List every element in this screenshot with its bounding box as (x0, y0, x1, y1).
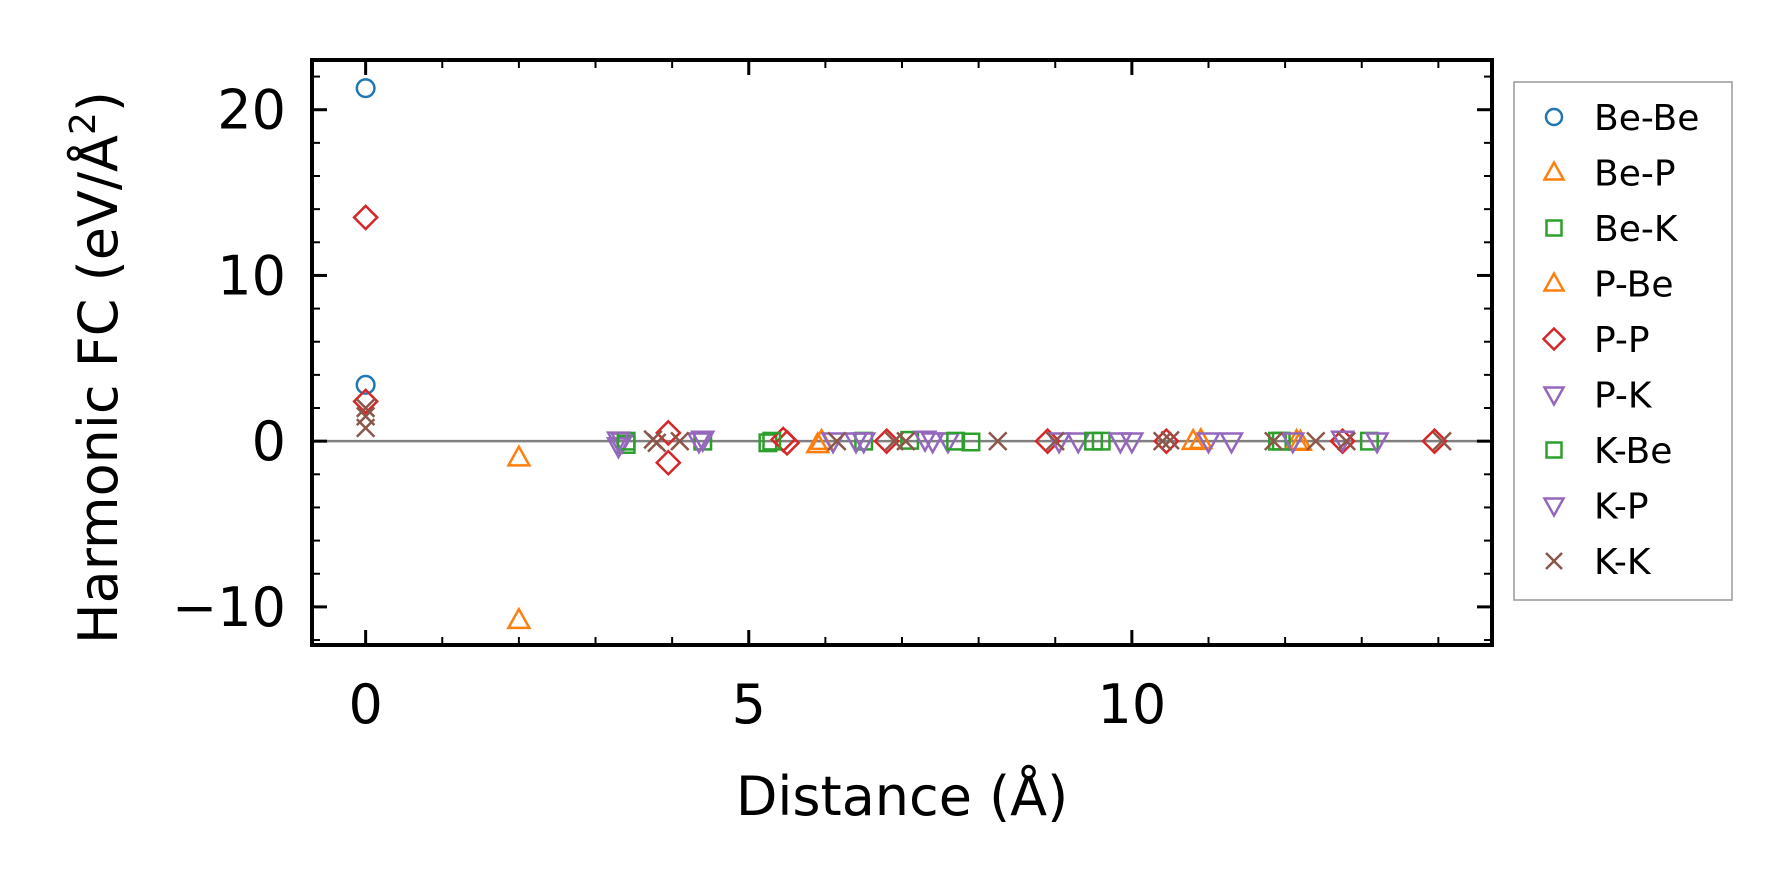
data-point (654, 449, 682, 477)
data-point (920, 432, 946, 455)
legend-item: P-K (1542, 376, 1653, 417)
series-k-k (355, 398, 1452, 453)
legend-marker (1545, 219, 1563, 237)
legend-item: Be-K (1545, 209, 1679, 250)
data-point (355, 78, 376, 99)
data-point (946, 431, 966, 451)
legend-item: Be-P (1542, 154, 1676, 195)
data-point (896, 431, 916, 451)
data-point (355, 398, 376, 418)
x-tick-label: 5 (732, 673, 766, 736)
legend-marker (1542, 386, 1566, 408)
legend-label: P-K (1594, 376, 1653, 417)
x-axis-label: Distance (Å) (736, 764, 1068, 828)
legend-label: P-P (1594, 320, 1650, 361)
y-axis-label-close: ) (67, 91, 130, 112)
data-point (506, 444, 532, 467)
legend-item: P-P (1541, 320, 1650, 361)
y-axis-label-superscript: 2 (63, 112, 104, 135)
data-point (352, 388, 379, 415)
legend-label: P-Be (1594, 265, 1673, 306)
data-point (1065, 432, 1091, 455)
data-point (1119, 432, 1145, 455)
legend-marker (1542, 497, 1566, 519)
data-point (851, 432, 877, 455)
y-tick-label: −10 (172, 576, 286, 639)
series-be-p (506, 427, 1314, 630)
data-point (355, 374, 376, 395)
data-point (605, 431, 632, 454)
data-point (1160, 430, 1180, 451)
data-point (1084, 431, 1104, 451)
legend-marker (1545, 441, 1563, 459)
data-point (1045, 431, 1065, 451)
legend-label: Be-K (1594, 209, 1679, 250)
data-point (355, 418, 376, 438)
data-point (1152, 431, 1173, 451)
legend: Be-Be Be-P Be-K P-Be P-P P-K K-Be K-P K-K (1513, 81, 1733, 601)
y-axis-label: Harmonic FC (eV/Å2) (63, 91, 130, 644)
data-point (1280, 432, 1306, 455)
data-point (805, 430, 831, 454)
axis-tick-labels: 0 5 10 −10 0 10 20 (172, 79, 1166, 736)
legend-marker (1542, 159, 1566, 181)
y-tick-label: 10 (217, 244, 286, 307)
legend-item: K-P (1542, 487, 1649, 528)
data-point (690, 430, 716, 454)
data-point (1364, 432, 1390, 455)
data-point (873, 427, 900, 455)
data-point (1218, 432, 1245, 455)
data-point (1421, 427, 1448, 455)
x-tick-label: 0 (348, 673, 382, 736)
data-point (1432, 431, 1452, 451)
legend-marker (1545, 552, 1563, 570)
legend-marker (1542, 270, 1566, 292)
legend-label: K-Be (1594, 431, 1672, 472)
legend-label: K-P (1594, 487, 1649, 528)
legend-label: K-K (1594, 542, 1652, 583)
plot-frame (310, 58, 1494, 647)
data-point (1188, 426, 1214, 450)
legend-item: Be-Be (1544, 98, 1699, 139)
y-tick-label: 0 (252, 410, 286, 473)
data-point (827, 431, 847, 451)
data-point (1336, 431, 1357, 451)
axis-ticks (312, 60, 1492, 645)
data-point (654, 419, 682, 447)
data-point (1284, 427, 1310, 451)
data-point (912, 430, 938, 454)
legend-label: Be-P (1594, 154, 1676, 195)
data-point (352, 204, 379, 231)
x-tick-label: 10 (1098, 673, 1167, 736)
data-point (1263, 431, 1284, 451)
data-point (1195, 432, 1222, 455)
legend-label: Be-Be (1594, 98, 1699, 139)
data-point (670, 431, 690, 451)
data-point (1306, 431, 1326, 451)
y-axis-label-main: Harmonic FC (eV/Å (66, 135, 130, 644)
legend-item: P-Be (1542, 265, 1673, 306)
data-point (762, 431, 782, 451)
legend-marker (1544, 107, 1564, 127)
y-tick-label: 20 (217, 79, 286, 142)
series-be-be (355, 78, 376, 395)
legend-item: K-K (1545, 542, 1652, 583)
data-point (506, 606, 532, 630)
data-point (1034, 427, 1061, 455)
data-marks-layer (352, 78, 1452, 630)
data-point (988, 431, 1008, 451)
legend-item: K-Be (1545, 431, 1672, 472)
legend-marker (1541, 326, 1567, 352)
data-point (686, 432, 712, 455)
data-point (647, 433, 667, 453)
series-k-p (605, 431, 1306, 455)
